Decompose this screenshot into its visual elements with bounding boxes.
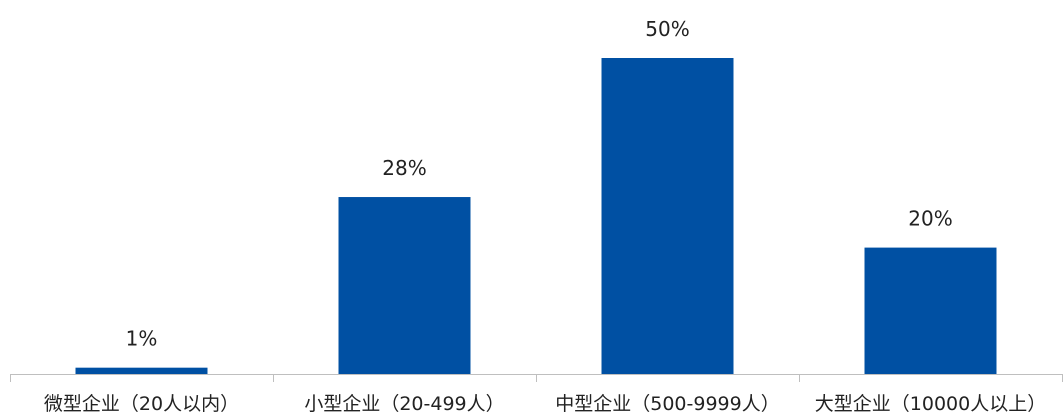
data-label-1: 28% — [382, 156, 426, 180]
data-label-0: 1% — [126, 327, 158, 351]
data-labels-layer: 1% 28% 50% 20% — [126, 17, 953, 351]
bar-2 — [601, 58, 734, 374]
x-tick-label-0: 微型企业（20人以内） — [44, 393, 239, 415]
bars-layer — [75, 58, 997, 374]
x-tick-label-3: 大型企业（10000人以上） — [815, 393, 1046, 415]
bar-3 — [864, 247, 997, 374]
data-label-3: 20% — [908, 207, 952, 231]
data-label-2: 50% — [645, 17, 689, 41]
x-axis: 微型企业（20人以内） 小型企业（20-499人） 中型企业（500-9999人） 大… — [10, 374, 1063, 415]
bar-1 — [338, 197, 471, 374]
bar-0 — [75, 367, 208, 374]
x-tick-label-1: 小型企业（20-499人） — [304, 393, 504, 415]
x-tick-label-2: 中型企业（500-9999人） — [555, 393, 779, 415]
